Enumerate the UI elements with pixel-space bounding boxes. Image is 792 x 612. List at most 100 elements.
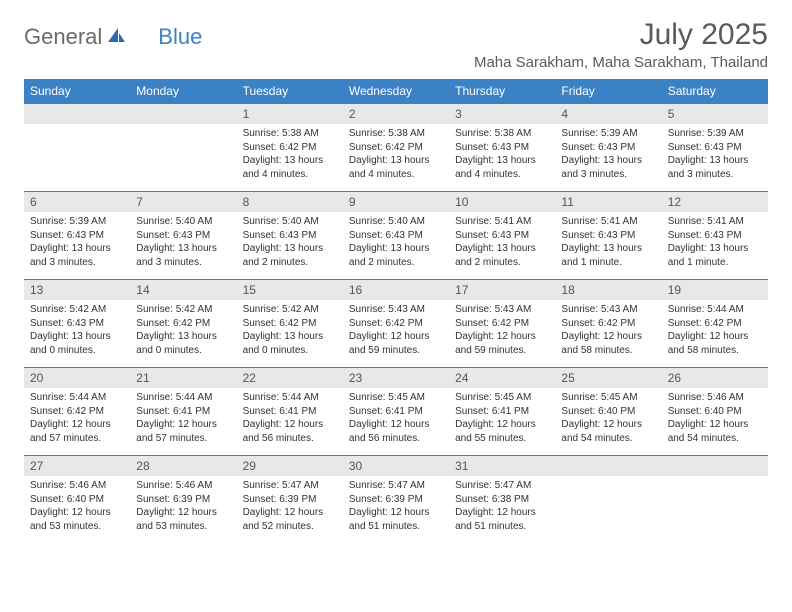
day-cell: 30Sunrise: 5:47 AMSunset: 6:39 PMDayligh…: [343, 455, 449, 543]
sunrise-text: Sunrise: 5:47 AM: [455, 479, 549, 493]
sunset-text: Sunset: 6:43 PM: [349, 229, 443, 243]
day-content: Sunrise: 5:46 AMSunset: 6:39 PMDaylight:…: [130, 476, 236, 543]
day-cell: 12Sunrise: 5:41 AMSunset: 6:43 PMDayligh…: [662, 191, 768, 279]
week-row: 27Sunrise: 5:46 AMSunset: 6:40 PMDayligh…: [24, 455, 768, 543]
day-content: Sunrise: 5:42 AMSunset: 6:43 PMDaylight:…: [24, 300, 130, 367]
sunrise-text: Sunrise: 5:47 AM: [349, 479, 443, 493]
day-content: Sunrise: 5:45 AMSunset: 6:41 PMDaylight:…: [449, 388, 555, 455]
day-content: [24, 124, 130, 189]
day-cell: 26Sunrise: 5:46 AMSunset: 6:40 PMDayligh…: [662, 367, 768, 455]
daylight-text: Daylight: 13 hours and 2 minutes.: [243, 242, 337, 269]
day-content: Sunrise: 5:38 AMSunset: 6:42 PMDaylight:…: [237, 124, 343, 191]
day-number: 31: [449, 455, 555, 476]
daylight-text: Daylight: 12 hours and 53 minutes.: [30, 506, 124, 533]
daylight-text: Daylight: 12 hours and 54 minutes.: [561, 418, 655, 445]
sunrise-text: Sunrise: 5:38 AM: [455, 127, 549, 141]
sunset-text: Sunset: 6:42 PM: [455, 317, 549, 331]
logo-text-2: Blue: [158, 24, 202, 50]
sunset-text: Sunset: 6:42 PM: [243, 141, 337, 155]
daylight-text: Daylight: 13 hours and 3 minutes.: [136, 242, 230, 269]
day-cell: 31Sunrise: 5:47 AMSunset: 6:38 PMDayligh…: [449, 455, 555, 543]
sunset-text: Sunset: 6:38 PM: [455, 493, 549, 507]
day-cell: 1Sunrise: 5:38 AMSunset: 6:42 PMDaylight…: [237, 103, 343, 191]
week-row: 1Sunrise: 5:38 AMSunset: 6:42 PMDaylight…: [24, 103, 768, 191]
day-cell: 23Sunrise: 5:45 AMSunset: 6:41 PMDayligh…: [343, 367, 449, 455]
day-number: [662, 455, 768, 476]
sunrise-text: Sunrise: 5:40 AM: [243, 215, 337, 229]
sunrise-text: Sunrise: 5:39 AM: [668, 127, 762, 141]
daylight-text: Daylight: 12 hours and 57 minutes.: [30, 418, 124, 445]
sunset-text: Sunset: 6:43 PM: [455, 141, 549, 155]
daylight-text: Daylight: 12 hours and 56 minutes.: [243, 418, 337, 445]
day-number: 9: [343, 191, 449, 212]
sunset-text: Sunset: 6:42 PM: [136, 317, 230, 331]
day-content: Sunrise: 5:44 AMSunset: 6:41 PMDaylight:…: [237, 388, 343, 455]
day-cell: 29Sunrise: 5:47 AMSunset: 6:39 PMDayligh…: [237, 455, 343, 543]
day-content: Sunrise: 5:39 AMSunset: 6:43 PMDaylight:…: [24, 212, 130, 279]
day-content: Sunrise: 5:38 AMSunset: 6:42 PMDaylight:…: [343, 124, 449, 191]
sunset-text: Sunset: 6:43 PM: [30, 317, 124, 331]
sunrise-text: Sunrise: 5:44 AM: [136, 391, 230, 405]
daylight-text: Daylight: 12 hours and 57 minutes.: [136, 418, 230, 445]
day-cell: 2Sunrise: 5:38 AMSunset: 6:42 PMDaylight…: [343, 103, 449, 191]
week-row: 13Sunrise: 5:42 AMSunset: 6:43 PMDayligh…: [24, 279, 768, 367]
day-number: 27: [24, 455, 130, 476]
daylight-text: Daylight: 13 hours and 3 minutes.: [561, 154, 655, 181]
sunset-text: Sunset: 6:43 PM: [668, 229, 762, 243]
sunset-text: Sunset: 6:43 PM: [668, 141, 762, 155]
day-number: 2: [343, 103, 449, 124]
day-cell: [555, 455, 661, 543]
dayhead-mon: Monday: [130, 79, 236, 103]
day-number: 20: [24, 367, 130, 388]
day-cell: [130, 103, 236, 191]
logo: General Blue: [24, 18, 202, 50]
day-content: Sunrise: 5:42 AMSunset: 6:42 PMDaylight:…: [237, 300, 343, 367]
day-content: Sunrise: 5:46 AMSunset: 6:40 PMDaylight:…: [662, 388, 768, 455]
day-cell: 6Sunrise: 5:39 AMSunset: 6:43 PMDaylight…: [24, 191, 130, 279]
day-number: 14: [130, 279, 236, 300]
daylight-text: Daylight: 13 hours and 4 minutes.: [349, 154, 443, 181]
day-number: 16: [343, 279, 449, 300]
week-row: 6Sunrise: 5:39 AMSunset: 6:43 PMDaylight…: [24, 191, 768, 279]
day-number: [555, 455, 661, 476]
day-number: 24: [449, 367, 555, 388]
sunset-text: Sunset: 6:43 PM: [136, 229, 230, 243]
day-content: Sunrise: 5:40 AMSunset: 6:43 PMDaylight:…: [343, 212, 449, 279]
sunrise-text: Sunrise: 5:45 AM: [561, 391, 655, 405]
day-number: 3: [449, 103, 555, 124]
day-cell: 13Sunrise: 5:42 AMSunset: 6:43 PMDayligh…: [24, 279, 130, 367]
day-number: 29: [237, 455, 343, 476]
day-number: 4: [555, 103, 661, 124]
day-content: Sunrise: 5:43 AMSunset: 6:42 PMDaylight:…: [343, 300, 449, 367]
day-number: 11: [555, 191, 661, 212]
day-content: Sunrise: 5:47 AMSunset: 6:39 PMDaylight:…: [237, 476, 343, 543]
day-content: [130, 124, 236, 189]
day-cell: 20Sunrise: 5:44 AMSunset: 6:42 PMDayligh…: [24, 367, 130, 455]
daylight-text: Daylight: 12 hours and 59 minutes.: [349, 330, 443, 357]
sunset-text: Sunset: 6:40 PM: [561, 405, 655, 419]
day-cell: 4Sunrise: 5:39 AMSunset: 6:43 PMDaylight…: [555, 103, 661, 191]
day-content: Sunrise: 5:41 AMSunset: 6:43 PMDaylight:…: [555, 212, 661, 279]
day-content: Sunrise: 5:44 AMSunset: 6:42 PMDaylight:…: [662, 300, 768, 367]
day-cell: [24, 103, 130, 191]
day-content: Sunrise: 5:39 AMSunset: 6:43 PMDaylight:…: [662, 124, 768, 191]
sunrise-text: Sunrise: 5:44 AM: [668, 303, 762, 317]
sunrise-text: Sunrise: 5:46 AM: [136, 479, 230, 493]
day-content: Sunrise: 5:46 AMSunset: 6:40 PMDaylight:…: [24, 476, 130, 543]
day-cell: 18Sunrise: 5:43 AMSunset: 6:42 PMDayligh…: [555, 279, 661, 367]
sunrise-text: Sunrise: 5:45 AM: [349, 391, 443, 405]
sunset-text: Sunset: 6:42 PM: [349, 317, 443, 331]
day-cell: 15Sunrise: 5:42 AMSunset: 6:42 PMDayligh…: [237, 279, 343, 367]
daylight-text: Daylight: 13 hours and 0 minutes.: [136, 330, 230, 357]
sunset-text: Sunset: 6:41 PM: [243, 405, 337, 419]
sunrise-text: Sunrise: 5:41 AM: [561, 215, 655, 229]
day-cell: 10Sunrise: 5:41 AMSunset: 6:43 PMDayligh…: [449, 191, 555, 279]
month-title: July 2025: [474, 18, 768, 52]
sunset-text: Sunset: 6:42 PM: [668, 317, 762, 331]
day-number: 26: [662, 367, 768, 388]
daylight-text: Daylight: 13 hours and 0 minutes.: [243, 330, 337, 357]
sunrise-text: Sunrise: 5:46 AM: [668, 391, 762, 405]
sunset-text: Sunset: 6:42 PM: [561, 317, 655, 331]
logo-sail-icon: [106, 26, 126, 49]
daylight-text: Daylight: 13 hours and 0 minutes.: [30, 330, 124, 357]
